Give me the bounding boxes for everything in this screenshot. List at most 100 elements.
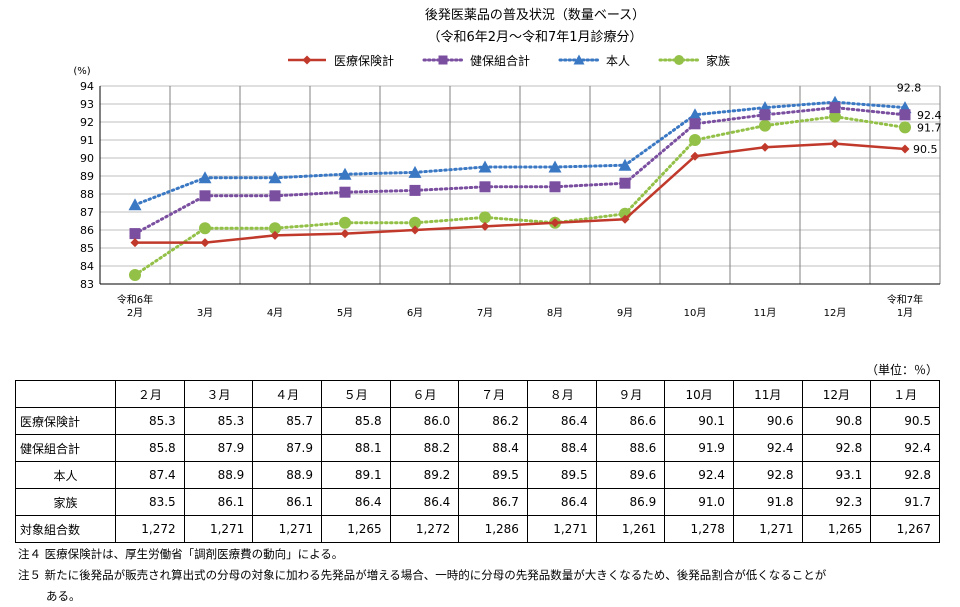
- legend-swatch-2: [558, 54, 600, 65]
- point-3-11: [899, 121, 911, 134]
- x-tick-label-5: 7月: [477, 307, 493, 319]
- cell-3-11: 91.7: [870, 488, 940, 516]
- point-1-2: [269, 190, 281, 202]
- point-0-11: [900, 144, 910, 154]
- col-header-11: 12月: [801, 380, 872, 408]
- y-tick-label-1: 84: [80, 260, 94, 273]
- point-3-4: [409, 216, 421, 229]
- point-3-1: [199, 222, 211, 235]
- point-1-10: [829, 102, 841, 114]
- cell-1-8: 91.9: [664, 434, 734, 462]
- cell-4-6: 1,271: [526, 515, 597, 543]
- point-2-1: [198, 171, 212, 184]
- legend-label-3: 家族: [706, 53, 731, 68]
- x-tick-label-year-11: 令和7年: [887, 293, 923, 306]
- col-header-6: ７月: [458, 380, 528, 408]
- end-label-1: 92.4: [917, 109, 942, 122]
- x-tick-label-2: 4月: [267, 307, 283, 319]
- point-2-8: [688, 108, 702, 121]
- cell-2-11: 92.8: [870, 461, 940, 489]
- point-0-6: [550, 218, 560, 228]
- point-3-10: [829, 110, 841, 123]
- legend-item-0: 医療保険計: [286, 52, 394, 69]
- cell-3-3: 86.4: [320, 488, 391, 516]
- row-label-3: 家族: [15, 488, 116, 516]
- point-2-4: [408, 165, 422, 178]
- point-3-5: [479, 211, 491, 224]
- cell-2-4: 89.2: [389, 461, 460, 489]
- series-0: [130, 139, 910, 248]
- cell-4-10: 1,265: [801, 515, 872, 543]
- y-tick-label-9: 92: [80, 116, 94, 129]
- legend-item-2: 本人: [558, 52, 630, 69]
- cell-1-6: 88.4: [526, 434, 597, 462]
- cell-0-0: 85.3: [115, 407, 185, 435]
- table-unit-label: （単位：％）: [865, 363, 938, 377]
- point-2-3: [338, 167, 352, 180]
- table-row: 医療保険計 85.3 85.3 85.7 85.8 86.0 86.2 86.4 86.6 90.…: [15, 407, 940, 435]
- col-header-8: ９月: [595, 380, 666, 408]
- cell-0-11: 90.5: [870, 407, 940, 435]
- col-header-10: 11月: [732, 380, 803, 408]
- col-header-0: [15, 380, 116, 408]
- point-3-2: [269, 222, 281, 235]
- grid: [99, 85, 941, 285]
- cell-0-5: 86.2: [458, 407, 528, 435]
- point-0-3: [340, 229, 350, 239]
- cell-2-5: 89.5: [458, 461, 528, 489]
- cell-0-9: 90.6: [732, 407, 803, 435]
- legend-label-1: 健保組合計: [470, 53, 531, 68]
- cell-1-1: 87.9: [183, 434, 254, 462]
- legend-swatch-0: [288, 55, 326, 65]
- cell-2-10: 93.1: [801, 461, 872, 489]
- cell-1-10: 92.8: [801, 434, 872, 462]
- col-header-12: １月: [870, 380, 940, 408]
- y-tick-label-2: 85: [80, 242, 94, 255]
- point-2-0: [128, 198, 142, 211]
- line-chart: 83 84 85 86 87 88 89 90 91 92 93 94 (%) 令和6年2月 3月 4月 5月 6…: [73, 66, 942, 319]
- cell-2-9: 92.8: [732, 461, 803, 489]
- cell-0-8: 90.1: [664, 407, 734, 435]
- row-label-4: 対象組合数: [15, 515, 116, 543]
- data-table: ２月 ３月 ４月 ５月 ６月 ７月 ８月 ９月 10月 11月 12月 １月 医療保険計 85.3 85.…: [15, 380, 940, 543]
- cell-3-6: 86.4: [526, 488, 597, 516]
- y-tick-label-11: 94: [80, 80, 94, 93]
- point-1-8: [689, 118, 701, 130]
- col-header-7: ８月: [526, 380, 597, 408]
- y-tick-label-8: 91: [80, 134, 94, 147]
- legend-item-3: 家族: [658, 52, 730, 69]
- point-1-5: [479, 181, 491, 193]
- table-row: 対象組合数 1,272 1,271 1,271 1,265 1,272 1,286 1,271…: [15, 515, 940, 543]
- cell-3-8: 91.0: [664, 488, 734, 516]
- cell-1-3: 88.1: [320, 434, 391, 462]
- cell-1-9: 92.4: [732, 434, 803, 462]
- point-1-9: [759, 109, 771, 121]
- point-0-7: [620, 214, 630, 224]
- point-3-9: [759, 119, 771, 132]
- cell-3-7: 86.9: [595, 488, 666, 516]
- cell-3-0: 83.5: [115, 488, 185, 516]
- table-row: 健保組合計 85.8 87.9 87.9 88.1 88.2 88.4 88.4 88.6 91.…: [15, 434, 940, 462]
- end-label-3: 91.7: [917, 121, 942, 134]
- chart-legend: 医療保険計 健保組合計 本人 家族: [286, 50, 758, 70]
- series-line-2: [133, 100, 907, 207]
- point-1-11: [899, 109, 911, 121]
- point-1-7: [619, 177, 631, 189]
- note-4: 注４ 医療保険計は、厚生労働省「調剤医療費の動向」による。: [18, 547, 344, 561]
- series-line-3: [133, 115, 907, 277]
- cell-0-7: 86.6: [595, 407, 666, 435]
- x-tick-label-year-0: 令和6年: [117, 293, 153, 306]
- cell-0-1: 85.3: [183, 407, 254, 435]
- x-tick-label-9: 11月: [754, 307, 777, 319]
- point-1-3: [339, 186, 351, 198]
- col-header-9: 10月: [664, 380, 734, 408]
- series-line-1: [133, 106, 907, 236]
- point-0-2: [270, 230, 280, 240]
- cell-4-3: 1,265: [320, 515, 391, 543]
- point-0-0: [130, 238, 140, 248]
- cell-4-2: 1,271: [252, 515, 322, 543]
- notes: 注４ 医療保険計は、厚生労働省「調剤医療費の動向」による。 注５ 新たに後発品が…: [18, 544, 826, 607]
- point-3-3: [339, 216, 351, 229]
- series-1: [129, 102, 911, 240]
- chart-title: 後発医薬品の普及状況（数量ベース）: [424, 8, 646, 23]
